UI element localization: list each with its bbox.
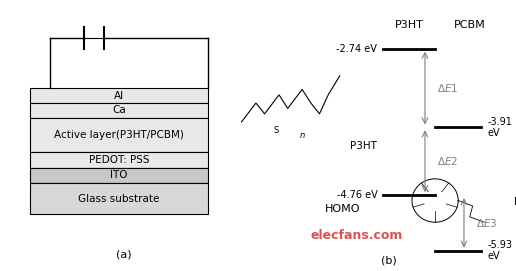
Text: PC₆₀BM: PC₆₀BM [514, 197, 516, 207]
Text: Active layer(P3HT/PCBM): Active layer(P3HT/PCBM) [54, 130, 184, 140]
Text: $\Delta E2$: $\Delta E2$ [437, 155, 458, 167]
Text: -4.76 eV: -4.76 eV [336, 190, 377, 200]
FancyBboxPatch shape [30, 88, 208, 103]
FancyBboxPatch shape [30, 168, 208, 183]
Text: -5.93
eV: -5.93 eV [487, 240, 512, 262]
Text: elecfans.com: elecfans.com [311, 229, 404, 242]
FancyBboxPatch shape [30, 152, 208, 168]
Text: HOMO: HOMO [325, 204, 360, 214]
Text: S: S [273, 125, 279, 135]
Text: P3HT: P3HT [350, 141, 377, 151]
Text: (b): (b) [381, 255, 397, 265]
Text: Al: Al [114, 91, 124, 101]
FancyBboxPatch shape [30, 118, 208, 152]
Text: PEDOT: PSS: PEDOT: PSS [89, 155, 149, 165]
Text: -3.91
eV: -3.91 eV [487, 117, 512, 138]
Text: n: n [300, 131, 305, 140]
Text: PCBM: PCBM [454, 20, 486, 30]
FancyBboxPatch shape [30, 103, 208, 118]
Text: Glass substrate: Glass substrate [78, 193, 159, 204]
Text: ITO: ITO [110, 170, 127, 180]
Text: P3HT: P3HT [395, 20, 424, 30]
Text: -2.74 eV: -2.74 eV [336, 44, 377, 54]
Text: Ca: Ca [112, 105, 126, 115]
Text: $\Delta E3$: $\Delta E3$ [476, 217, 497, 229]
Text: $\Delta E1$: $\Delta E1$ [437, 82, 458, 94]
FancyBboxPatch shape [30, 183, 208, 214]
Text: (a): (a) [116, 250, 132, 260]
